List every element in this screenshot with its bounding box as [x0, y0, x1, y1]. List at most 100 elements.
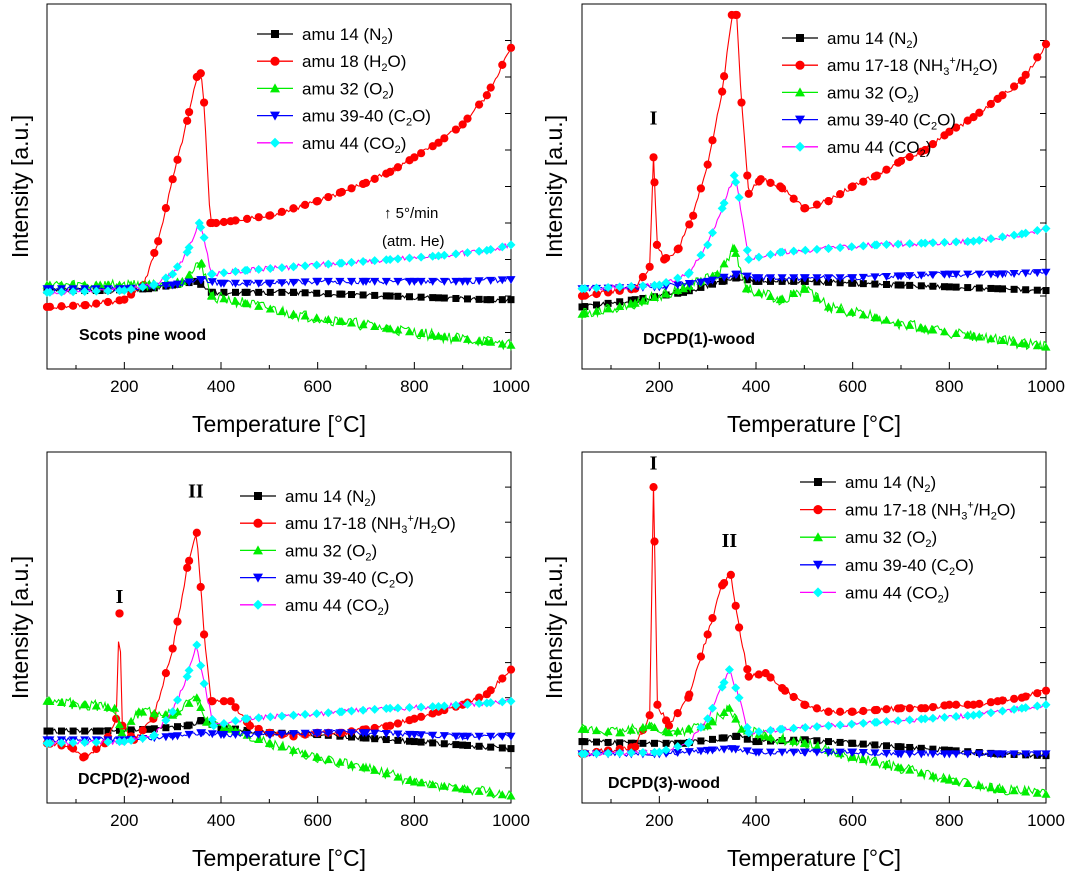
series-marker [941, 283, 948, 291]
series-marker [69, 301, 78, 310]
data-point [482, 337, 492, 346]
series-marker [638, 747, 648, 757]
legend-label: amu 32 (O2) [845, 528, 937, 550]
series-marker [81, 727, 89, 735]
data-point [385, 324, 395, 333]
series-marker [627, 739, 635, 747]
series-marker [684, 279, 694, 288]
series-marker [858, 748, 868, 757]
series-marker [1009, 230, 1019, 240]
series-marker [940, 327, 949, 336]
panel-label: Scots pine wood [79, 327, 206, 344]
data-point [458, 277, 468, 286]
series-marker [615, 301, 625, 310]
series-marker [358, 257, 368, 267]
series-marker [928, 140, 938, 149]
legend-marker [795, 141, 805, 152]
series-marker [429, 739, 437, 747]
data-point [385, 255, 395, 264]
series-marker [731, 177, 741, 187]
series-marker [986, 99, 996, 109]
data-point [361, 277, 371, 286]
data-point [506, 791, 516, 800]
series-marker [254, 713, 264, 723]
series-marker [451, 700, 461, 710]
x-tick-label: 1000 [1027, 377, 1065, 396]
legend-marker [813, 532, 823, 542]
series-marker [858, 718, 868, 728]
series-marker [103, 297, 112, 307]
data-point [920, 238, 930, 248]
series-marker [242, 731, 252, 740]
data-point [313, 197, 322, 206]
series-marker [998, 706, 1007, 716]
data-point [717, 203, 727, 213]
series-marker [974, 750, 984, 759]
series-marker [858, 241, 868, 251]
data-point [483, 296, 491, 304]
data-point [196, 69, 205, 78]
data-point [435, 294, 442, 302]
series-marker [289, 278, 298, 287]
series-line [46, 46, 512, 310]
series-marker [323, 259, 333, 269]
series-marker [439, 732, 449, 741]
series-marker [277, 730, 287, 739]
data-point [744, 255, 754, 264]
series-marker [173, 262, 182, 272]
data-point [848, 274, 858, 283]
series-marker [497, 697, 507, 707]
chart-panel-2: 200 400 600 800 1000 Temperature [°C] Intensit… [541, 3, 1065, 437]
data-point [240, 714, 250, 724]
series-marker [231, 703, 240, 712]
series-marker [951, 750, 961, 759]
data-point [410, 153, 419, 162]
series-marker [92, 727, 100, 735]
series-marker [906, 743, 914, 751]
data-point [744, 672, 753, 681]
series-marker [301, 200, 310, 209]
data-point [718, 734, 726, 742]
data-point [1017, 693, 1026, 702]
data-point [703, 160, 712, 169]
series-marker [800, 722, 810, 732]
series-marker [486, 83, 495, 92]
series-marker [464, 741, 471, 749]
series-marker [474, 277, 484, 286]
series-marker [254, 724, 263, 734]
data-point [506, 340, 516, 349]
data-point [652, 240, 662, 249]
data-point [206, 291, 216, 300]
x-tick-label: 200 [110, 377, 138, 396]
series-marker [847, 242, 857, 252]
series-marker [451, 249, 461, 259]
series-marker [754, 252, 764, 262]
series-marker [777, 734, 787, 743]
data-point [734, 693, 744, 703]
series-marker [893, 318, 903, 327]
series-marker [1021, 787, 1031, 796]
series-marker [928, 771, 938, 780]
series-marker [243, 726, 251, 734]
series-marker [615, 282, 625, 292]
series-marker [592, 726, 601, 735]
series-marker [231, 266, 240, 276]
legend-label: amu 39-40 (C2O) [285, 569, 414, 591]
data-point [734, 192, 744, 202]
legend-marker [253, 518, 263, 528]
series-marker [92, 299, 101, 308]
series-marker [650, 178, 659, 187]
series-marker [963, 700, 972, 709]
series-marker [301, 289, 309, 297]
series-3 [577, 703, 1051, 798]
data-point [752, 738, 760, 746]
y-axis-label: Intensity [a.u.] [7, 115, 33, 258]
series-5 [42, 218, 516, 297]
legend-label: amu 39-40 (C2O) [302, 107, 431, 129]
data-point [199, 679, 209, 689]
series-marker [951, 237, 961, 247]
series-marker [905, 750, 915, 759]
data-point [679, 284, 688, 293]
series-marker [115, 737, 124, 747]
data-point [578, 738, 586, 746]
